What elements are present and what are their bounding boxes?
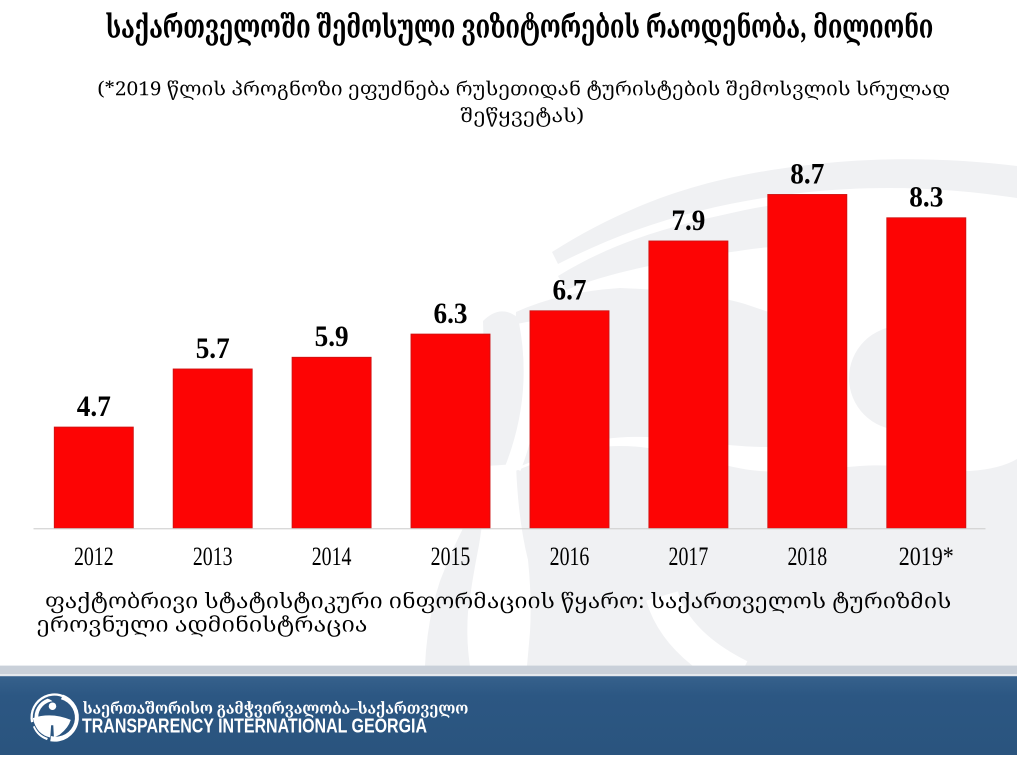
- svg-text:2015: 2015: [431, 542, 471, 571]
- svg-text:TRANSPARENCY INTERNATIONAL GEO: TRANSPARENCY INTERNATIONAL GEORGIA: [82, 716, 427, 738]
- svg-text:5.7: 5.7: [196, 333, 230, 365]
- svg-text:2019*: 2019*: [899, 542, 954, 571]
- svg-text:2012: 2012: [74, 542, 114, 571]
- svg-text:8.3: 8.3: [909, 182, 943, 214]
- svg-text:6.3: 6.3: [434, 298, 468, 330]
- svg-text:2018: 2018: [787, 542, 827, 571]
- svg-text:6.7: 6.7: [553, 275, 587, 307]
- svg-text:2017: 2017: [669, 542, 709, 571]
- svg-text:2013: 2013: [193, 542, 233, 571]
- svg-text:4.7: 4.7: [77, 391, 111, 423]
- svg-text:7.9: 7.9: [671, 205, 705, 237]
- svg-text:8.7: 8.7: [790, 158, 824, 190]
- svg-text:5.9: 5.9: [315, 321, 349, 353]
- svg-text:2016: 2016: [550, 542, 590, 571]
- svg-text:2014: 2014: [312, 542, 352, 571]
